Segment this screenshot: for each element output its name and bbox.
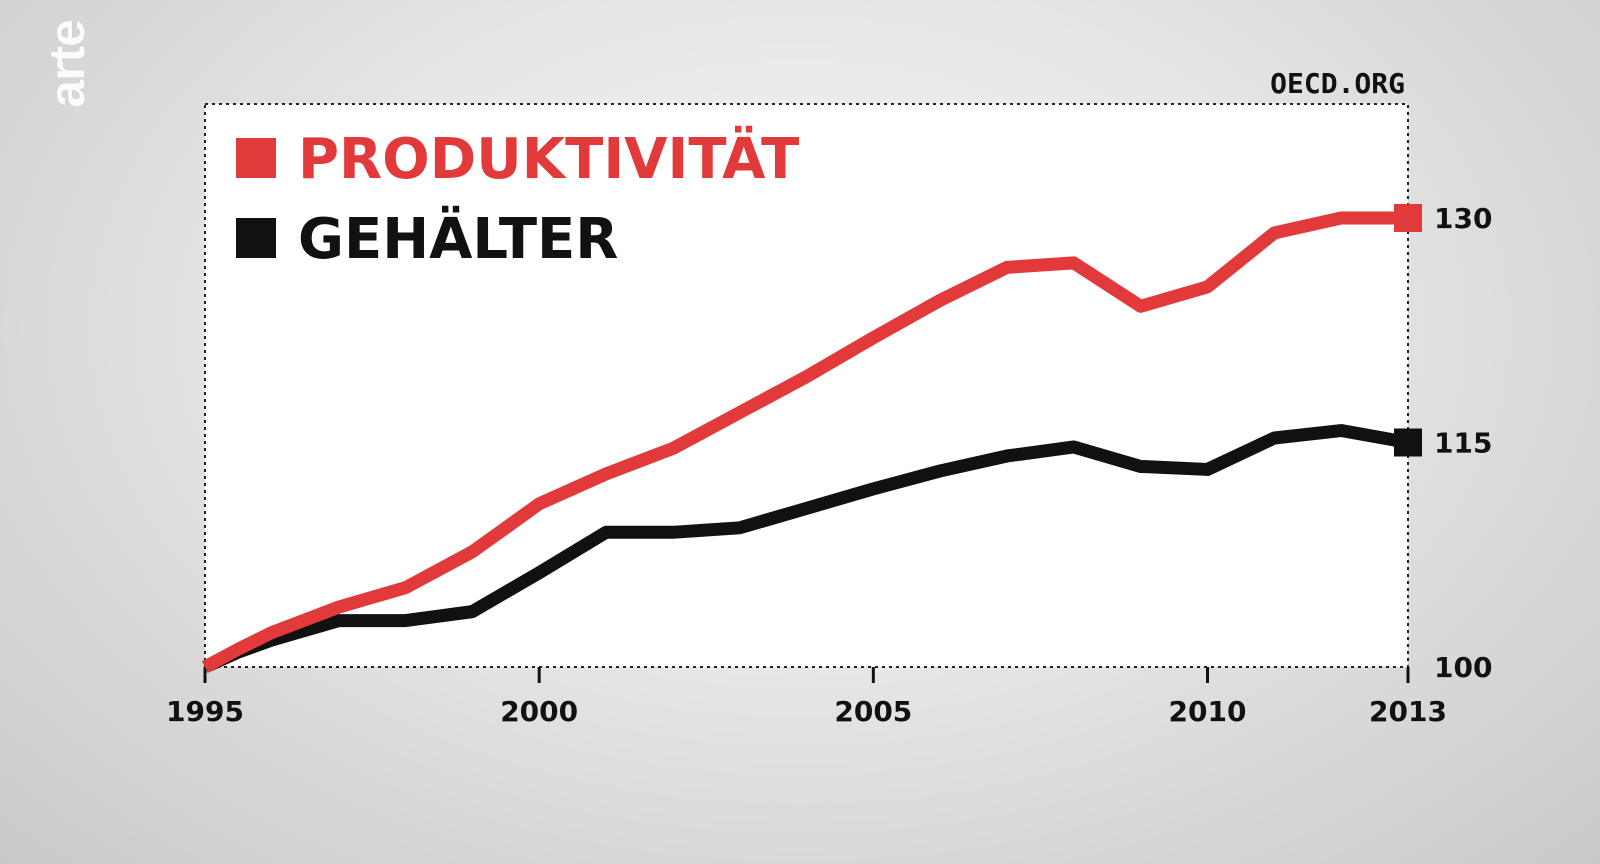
source-label: OECD.ORG (1270, 67, 1405, 100)
x-tick-label: 2013 (1369, 695, 1447, 728)
legend-label: GEHÄLTER (298, 207, 618, 272)
legend-swatch (236, 138, 276, 178)
x-tick-label: 2005 (834, 695, 912, 728)
series-line-1 (202, 424, 1410, 673)
series-end-marker-1 (1394, 428, 1422, 457)
x-tick-label: 2000 (500, 695, 578, 728)
legend-swatch (236, 218, 276, 258)
y-tick-label: 130 (1434, 202, 1492, 235)
series-end-marker-0 (1394, 204, 1422, 232)
y-tick-label: 115 (1434, 427, 1492, 460)
series-layer (201, 204, 1422, 673)
legend-label: PRODUKTIVITÄT (298, 127, 799, 192)
x-tick-label: 1995 (166, 695, 244, 728)
axes: 1995 2000 2005 2010 2013 100 115 130 (166, 202, 1492, 728)
legend: PRODUKTIVITÄT GEHÄLTER (236, 127, 799, 272)
x-tick-label: 2010 (1169, 695, 1247, 728)
y-tick-label: 100 (1434, 651, 1492, 684)
series-line-0 (201, 211, 1408, 673)
plot-area (204, 103, 1409, 668)
